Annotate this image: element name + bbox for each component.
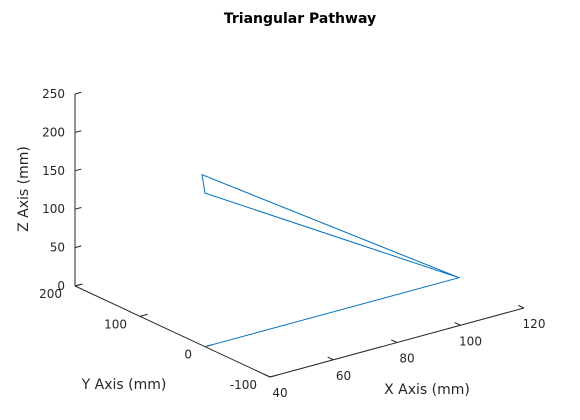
y-tick-mark xyxy=(269,374,278,378)
y-tick-mark xyxy=(139,313,148,317)
axis-label-group: X Axis (mm) Y Axis (mm) Z Axis (mm) xyxy=(16,146,470,398)
z-tick-mark xyxy=(74,168,82,172)
x-tick-label: 40 xyxy=(272,386,287,400)
x-tick-label: 60 xyxy=(336,369,351,383)
x-tick-label: 120 xyxy=(523,317,546,331)
z-tick-label: 200 xyxy=(42,125,65,139)
chart-title: Triangular Pathway xyxy=(224,11,376,27)
z-tick-label: 250 xyxy=(42,87,65,101)
z-tick-mark xyxy=(74,206,82,210)
y-tick-label: 100 xyxy=(104,317,127,331)
z-tick-mark xyxy=(74,245,82,249)
z-axis-label: Z Axis (mm) xyxy=(16,146,32,232)
x-tick-mark xyxy=(390,339,398,343)
x-tick-mark xyxy=(263,373,271,378)
x-tick-label: 80 xyxy=(399,352,414,366)
axes-group xyxy=(74,94,525,378)
z-tick-mark xyxy=(74,91,82,95)
series-group xyxy=(201,173,461,348)
z-tick-mark xyxy=(74,283,82,287)
z-tick-label: 150 xyxy=(42,164,65,178)
x-axis-label: X Axis (mm) xyxy=(384,382,470,398)
z-tick-label: 100 xyxy=(42,202,65,216)
x-tick-mark xyxy=(454,322,461,326)
z-tick-label: 50 xyxy=(50,241,65,255)
z-tick-mark xyxy=(74,130,82,133)
x-tick-mark xyxy=(517,304,525,309)
y-axis-line xyxy=(74,285,271,378)
z-tick-label: 0 xyxy=(57,279,65,293)
y-tick-label: 200 xyxy=(39,287,62,301)
x-tick-label: 100 xyxy=(459,334,482,348)
y-axis-label: Y Axis (mm) xyxy=(81,377,167,393)
series-line-0 xyxy=(201,173,461,348)
x-tick-mark xyxy=(327,356,334,361)
y-tick-label: 0 xyxy=(184,348,192,362)
y-tick-label: -100 xyxy=(230,378,257,392)
